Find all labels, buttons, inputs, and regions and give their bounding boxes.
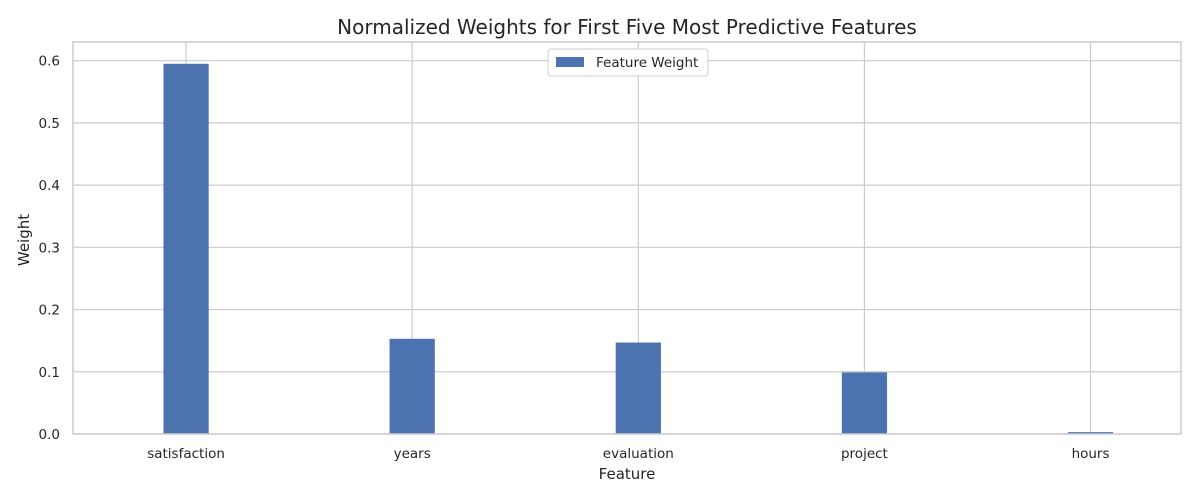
y-tick-labels: 0.0 0.1 0.2 0.3 0.4 0.5 0.6 <box>39 54 60 443</box>
x-axis-label: Feature <box>599 465 656 483</box>
legend-box <box>547 48 709 77</box>
plot-frame <box>72 41 1182 435</box>
y-tick-label: 0.2 <box>39 303 60 319</box>
y-tick-label: 0.1 <box>39 365 60 381</box>
y-tick-label: 0.6 <box>39 54 60 70</box>
bar-evaluation <box>615 342 661 434</box>
y-tick-label: 0.5 <box>39 116 60 132</box>
legend-swatch <box>556 57 584 67</box>
y-tick-label: 0.0 <box>39 427 60 443</box>
x-tick-label-years: years <box>394 446 431 462</box>
y-tick-label: 0.3 <box>39 240 60 256</box>
chart-title: Normalized Weights for First Five Most P… <box>337 15 917 39</box>
grid <box>73 42 1181 435</box>
y-tick-label: 0.4 <box>39 178 60 194</box>
y-axis-label: Weight <box>15 214 33 266</box>
legend: Feature Weight <box>547 48 709 77</box>
bar-hours <box>1067 432 1114 434</box>
x-tick-label-project: project <box>841 446 888 462</box>
bar-satisfaction <box>163 63 209 435</box>
x-tick-labels: satisfaction years evaluation project hours <box>147 446 1109 462</box>
legend-label-feature-weight: Feature Weight <box>596 55 698 71</box>
x-tick-label-satisfaction: satisfaction <box>147 446 225 462</box>
bars <box>163 63 1114 435</box>
bar-years <box>389 338 435 434</box>
x-tick-label-hours: hours <box>1072 446 1110 462</box>
x-tick-label-evaluation: evaluation <box>603 446 674 462</box>
bar-project <box>841 372 888 434</box>
